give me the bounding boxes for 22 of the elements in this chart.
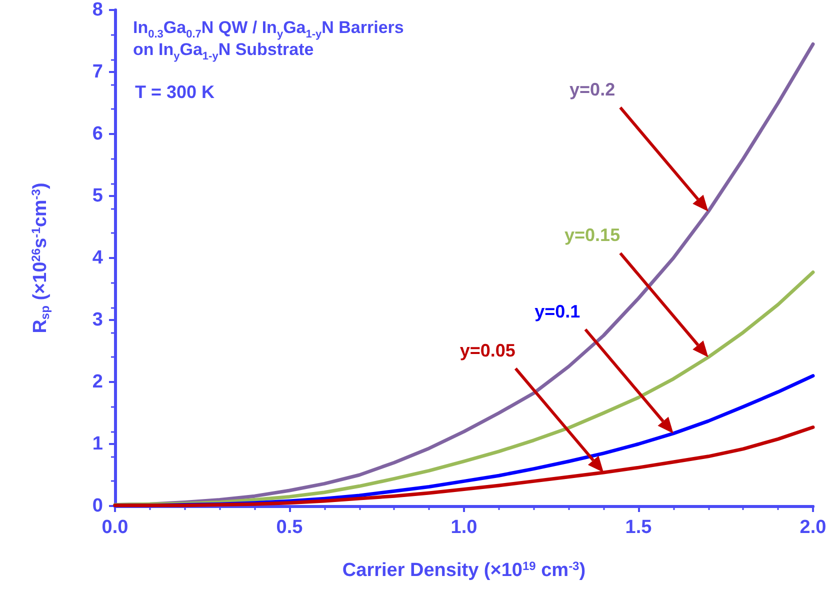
y-tick-label: 7 [92, 62, 103, 82]
y-tick-label: 0 [92, 496, 103, 516]
annotation: T = 300 K [135, 82, 215, 102]
text: Rsp (×1026s-1cm-3) [29, 182, 52, 334]
x-tick-label: 0.5 [276, 517, 304, 538]
text: y=0.15 [564, 225, 620, 246]
chart-title: In$_{0.3}$Ga$_{0.7}$N QW / In$_{y}$Ga$_{1-y}$N Barriers [133, 18, 404, 40]
y-tick-label: 8 [92, 0, 103, 20]
text: on In$_{y}$Ga$_{1-y}$N Substrate [133, 40, 314, 64]
x-tick-label: 1.5 [625, 517, 652, 538]
text: y=0.05 [460, 340, 516, 361]
text: y=0.1 [534, 301, 580, 322]
y-tick-label: 3 [92, 310, 103, 330]
y-tick-label: 1 [92, 434, 104, 454]
y-tick-label: 6 [92, 124, 103, 144]
x-tick-label: 2.0 [800, 517, 826, 538]
y-tick-label: 5 [92, 186, 104, 206]
text: y=0.2 [570, 80, 616, 100]
y-tick-label: 2 [92, 372, 103, 392]
y-tick-label: 4 [92, 248, 104, 268]
x-tick-label: 0.0 [102, 517, 128, 538]
x-tick-label: 1.0 [450, 517, 478, 538]
